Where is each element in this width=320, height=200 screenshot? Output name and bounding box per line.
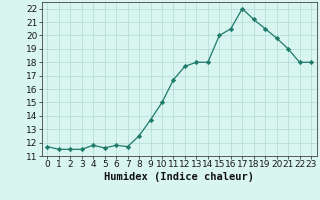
X-axis label: Humidex (Indice chaleur): Humidex (Indice chaleur) bbox=[104, 172, 254, 182]
